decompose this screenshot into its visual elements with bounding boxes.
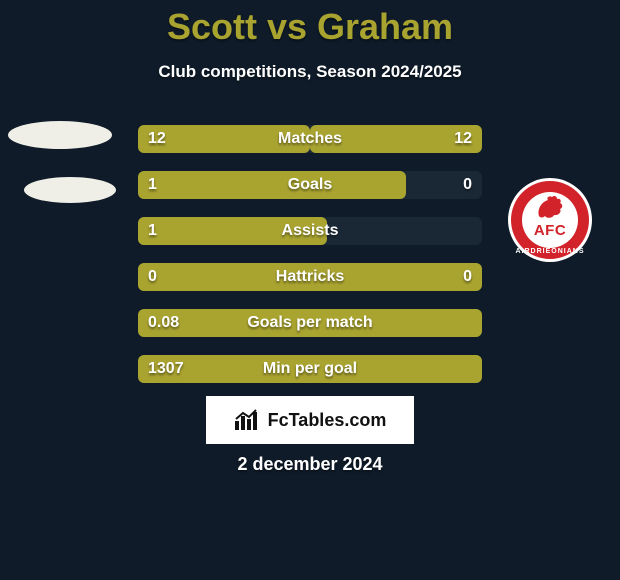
rooster-icon	[533, 194, 567, 222]
stat-right-value: 12	[454, 130, 472, 148]
page-title: Scott vs Graham	[0, 6, 620, 48]
stat-right-value: 0	[463, 176, 472, 194]
player-ellipse	[8, 121, 112, 149]
subtitle: Club competitions, Season 2024/2025	[0, 62, 620, 82]
stat-left-value: 0.08	[148, 314, 179, 332]
stat-row: Goals 1 0	[138, 171, 482, 199]
stat-label: Min per goal	[263, 360, 357, 378]
stat-left-value: 1	[148, 176, 157, 194]
brand-bars-icon	[234, 409, 262, 431]
stat-row: Min per goal 1307	[138, 355, 482, 383]
stat-label: Matches	[278, 130, 342, 148]
footer-date: 2 december 2024	[0, 454, 620, 475]
stat-label: Assists	[282, 222, 339, 240]
logo-afc-text: AFC	[508, 222, 592, 239]
player-ellipse	[24, 177, 116, 203]
stat-label: Goals	[288, 176, 332, 194]
stat-row: Goals per match 0.08	[138, 309, 482, 337]
stat-label: Goals per match	[247, 314, 372, 332]
stat-left-value: 0	[148, 268, 157, 286]
stat-label: Hattricks	[276, 268, 344, 286]
logo-arc-text: AIRDRIEONIANS	[515, 248, 584, 255]
stat-fill-left	[138, 171, 406, 199]
stat-row: Hattricks 0 0	[138, 263, 482, 291]
stat-row: Matches 12 12	[138, 125, 482, 153]
brand-text: FcTables.com	[268, 410, 387, 431]
stat-row: Assists 1	[138, 217, 482, 245]
brand-box: FcTables.com	[206, 396, 414, 444]
stat-right-value: 0	[463, 268, 472, 286]
stat-left-value: 1	[148, 222, 157, 240]
stat-left-value: 12	[148, 130, 166, 148]
stat-left-value: 1307	[148, 360, 184, 378]
right-club-logo: AFC AIRDRIEONIANS	[508, 178, 592, 262]
comparison-canvas: Scott vs Graham Club competitions, Seaso…	[0, 0, 620, 580]
